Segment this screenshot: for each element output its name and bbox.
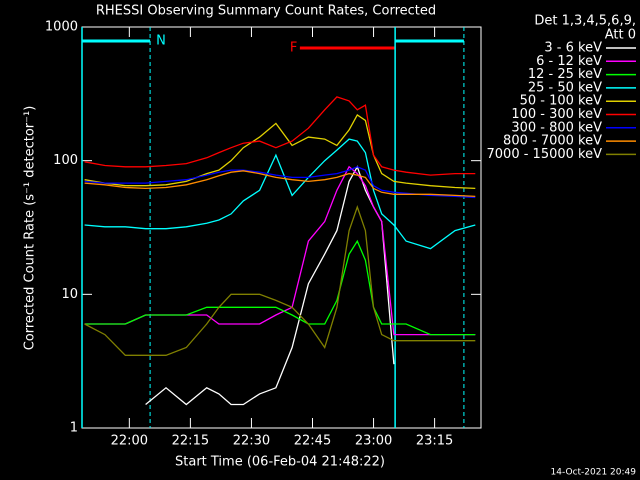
y-tick-label: 1000 [45, 20, 78, 35]
series-line [84, 239, 476, 336]
x-tick-label: 22:00 [111, 434, 148, 449]
x-tick-label: 22:30 [233, 434, 270, 449]
x-tick-label: 23:15 [416, 434, 453, 449]
legend-label: 6 - 12 keV [536, 54, 602, 69]
legend-label: 300 - 800 keV [511, 120, 602, 135]
x-tick-label: 22:15 [172, 434, 209, 449]
chart-title: RHESSI Observing Summary Count Rates, Co… [96, 4, 436, 19]
x-axis-label: Start Time (06-Feb-04 21:48:22) [175, 455, 385, 470]
legend-label: 100 - 300 keV [511, 107, 602, 122]
legend-label: 7000 - 15000 keV [487, 147, 603, 162]
legend-label: 25 - 50 keV [528, 80, 602, 95]
series-line [84, 96, 476, 176]
legend-label: 3 - 6 keV [544, 41, 602, 56]
series-line [145, 165, 395, 406]
legend-title: Att 0 [605, 28, 636, 43]
y-tick-label: 1 [70, 421, 78, 436]
y-axis-label: Corrected Count Rate (s⁻¹ detector⁻¹) [23, 106, 38, 351]
y-tick-label: 100 [53, 153, 78, 168]
interval-label: F [290, 41, 297, 56]
footer: 14-Oct-2021 20:49 [551, 468, 637, 478]
series-line [84, 166, 476, 199]
legend-label: 50 - 100 keV [520, 94, 603, 109]
series-line [84, 170, 476, 198]
legend-title: Det 1,3,4,5,6,9, [534, 14, 636, 29]
interval-label: N [156, 34, 166, 49]
series-line [84, 113, 476, 190]
y-tick-label: 10 [61, 287, 78, 302]
x-tick-label: 22:45 [294, 434, 331, 449]
legend-label: 12 - 25 keV [528, 67, 602, 82]
series-line [84, 138, 476, 250]
legend-label: 800 - 7000 keV [503, 134, 602, 149]
series-line [84, 205, 476, 356]
x-tick-label: 23:00 [355, 434, 392, 449]
